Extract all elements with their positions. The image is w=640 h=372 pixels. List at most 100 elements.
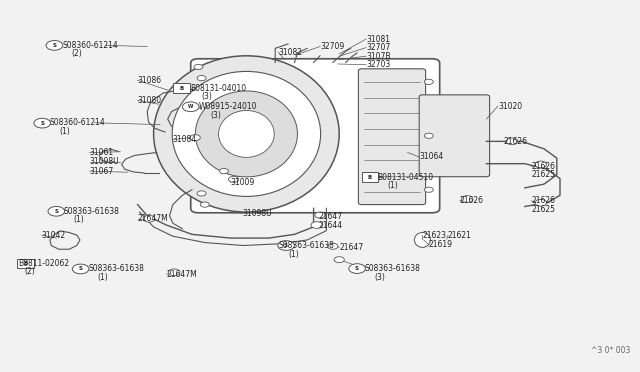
FancyBboxPatch shape bbox=[358, 69, 426, 205]
Circle shape bbox=[461, 196, 473, 202]
Circle shape bbox=[200, 202, 209, 207]
Text: S08363-61638: S08363-61638 bbox=[88, 264, 144, 273]
Text: S08360-61214: S08360-61214 bbox=[50, 118, 106, 127]
Circle shape bbox=[535, 199, 547, 206]
Text: 31064: 31064 bbox=[419, 153, 444, 161]
Circle shape bbox=[197, 191, 206, 196]
Text: 31082: 31082 bbox=[278, 48, 302, 57]
Circle shape bbox=[228, 176, 239, 182]
Ellipse shape bbox=[415, 232, 431, 247]
Text: W: W bbox=[188, 104, 193, 109]
Text: (1): (1) bbox=[97, 273, 108, 282]
Text: S: S bbox=[54, 209, 58, 214]
Text: 21626: 21626 bbox=[531, 162, 555, 171]
Text: (1): (1) bbox=[74, 215, 84, 224]
Circle shape bbox=[311, 222, 323, 228]
Text: (1): (1) bbox=[288, 250, 299, 259]
Text: 21644: 21644 bbox=[319, 221, 343, 230]
Text: 21647M: 21647M bbox=[138, 214, 168, 223]
Text: 21623: 21623 bbox=[422, 231, 447, 240]
Text: 31098U: 31098U bbox=[242, 209, 271, 218]
Circle shape bbox=[194, 64, 203, 70]
Text: 31084: 31084 bbox=[173, 135, 197, 144]
Text: 31081: 31081 bbox=[366, 35, 390, 44]
Text: S08363-61638: S08363-61638 bbox=[278, 241, 334, 250]
Text: 31009: 31009 bbox=[230, 178, 255, 187]
Text: S08360-61214: S08360-61214 bbox=[63, 41, 118, 50]
Circle shape bbox=[190, 135, 200, 141]
Circle shape bbox=[143, 215, 155, 222]
Circle shape bbox=[506, 138, 518, 145]
Text: B08131-04010: B08131-04010 bbox=[191, 84, 247, 93]
Circle shape bbox=[424, 133, 433, 138]
Circle shape bbox=[424, 187, 433, 192]
Ellipse shape bbox=[195, 91, 298, 177]
Circle shape bbox=[349, 264, 365, 273]
Text: 21647: 21647 bbox=[339, 243, 364, 252]
Text: 32703: 32703 bbox=[366, 60, 390, 69]
Text: 32707: 32707 bbox=[366, 43, 390, 52]
Circle shape bbox=[278, 241, 294, 250]
Text: 21626: 21626 bbox=[531, 196, 555, 205]
Circle shape bbox=[220, 169, 228, 174]
Text: 32709: 32709 bbox=[320, 42, 344, 51]
Text: (2): (2) bbox=[24, 267, 35, 276]
Text: 31098U: 31098U bbox=[90, 157, 119, 166]
Text: 3107B: 3107B bbox=[366, 52, 390, 61]
Text: (3): (3) bbox=[374, 273, 385, 282]
Text: S08363-61638: S08363-61638 bbox=[64, 207, 120, 216]
Circle shape bbox=[197, 76, 206, 81]
Circle shape bbox=[315, 212, 325, 218]
Text: 31061: 31061 bbox=[90, 148, 114, 157]
Text: 31020: 31020 bbox=[498, 102, 522, 110]
Circle shape bbox=[168, 269, 180, 276]
Text: 21626: 21626 bbox=[503, 137, 527, 146]
Text: 21619: 21619 bbox=[429, 240, 453, 249]
Text: B: B bbox=[24, 261, 28, 266]
Text: 21647: 21647 bbox=[319, 212, 343, 221]
Text: B: B bbox=[368, 174, 372, 180]
Circle shape bbox=[182, 102, 199, 112]
Text: (2): (2) bbox=[72, 49, 83, 58]
Text: 21625: 21625 bbox=[531, 170, 555, 179]
Bar bbox=[173, 83, 190, 93]
Circle shape bbox=[535, 161, 547, 168]
Text: S: S bbox=[284, 243, 288, 248]
Text: 31067: 31067 bbox=[90, 167, 114, 176]
Text: (1): (1) bbox=[387, 181, 398, 190]
Bar bbox=[362, 172, 378, 182]
Circle shape bbox=[424, 79, 433, 84]
Text: B: B bbox=[180, 86, 184, 91]
Text: 21625: 21625 bbox=[531, 205, 555, 214]
Text: (1): (1) bbox=[59, 127, 70, 136]
Text: B0811-02062: B0811-02062 bbox=[18, 259, 69, 268]
Circle shape bbox=[72, 264, 89, 274]
Text: 21621: 21621 bbox=[448, 231, 472, 240]
FancyBboxPatch shape bbox=[191, 59, 440, 213]
Text: W08915-24010: W08915-24010 bbox=[198, 102, 257, 111]
Ellipse shape bbox=[219, 110, 275, 157]
Circle shape bbox=[334, 257, 344, 263]
Circle shape bbox=[46, 41, 63, 50]
Text: (3): (3) bbox=[202, 92, 212, 101]
FancyBboxPatch shape bbox=[419, 95, 490, 177]
Text: S: S bbox=[40, 121, 44, 126]
Text: 31042: 31042 bbox=[42, 231, 66, 240]
Text: S08363-61638: S08363-61638 bbox=[365, 264, 420, 273]
Text: B08131-04510: B08131-04510 bbox=[378, 173, 434, 182]
Text: S: S bbox=[355, 266, 359, 271]
Text: 31080: 31080 bbox=[138, 96, 162, 105]
Text: 21626: 21626 bbox=[460, 196, 484, 205]
Ellipse shape bbox=[154, 56, 339, 212]
Bar bbox=[17, 259, 34, 268]
Text: S: S bbox=[52, 43, 56, 48]
Circle shape bbox=[34, 118, 51, 128]
Text: (3): (3) bbox=[210, 111, 221, 120]
Circle shape bbox=[328, 243, 338, 249]
Ellipse shape bbox=[172, 71, 321, 196]
Text: ^3 0* 003: ^3 0* 003 bbox=[591, 346, 630, 355]
Circle shape bbox=[48, 206, 65, 216]
Text: 31086: 31086 bbox=[138, 76, 162, 85]
Text: S: S bbox=[79, 266, 83, 272]
Text: 21647M: 21647M bbox=[166, 270, 197, 279]
